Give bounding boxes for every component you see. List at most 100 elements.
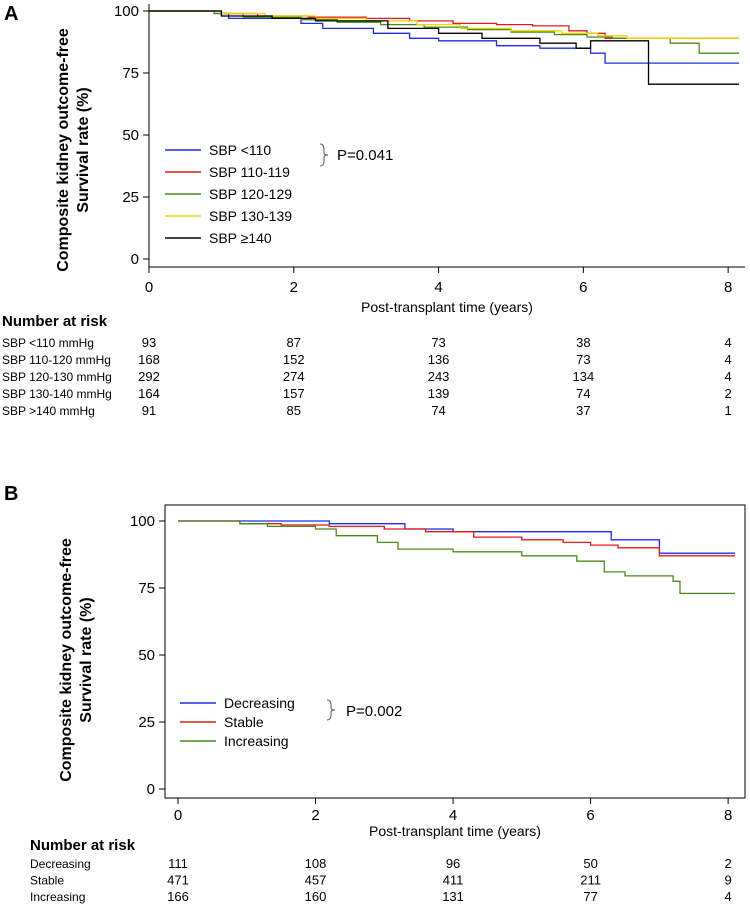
panel-a-risk-value: 157 xyxy=(283,386,305,401)
panel-b-legend-label: Decreasing xyxy=(224,695,295,711)
panel-a-risk-table-title: Number at risk xyxy=(2,313,108,330)
panel-a-legend-label: SBP ≥140 xyxy=(209,230,272,246)
panel-b-risk-value: 50 xyxy=(583,856,597,871)
panel-b-risk-row-label: Decreasing xyxy=(30,857,91,871)
panel-a-x-axis-title: Post-transplant time (years) xyxy=(361,299,533,315)
panel-b-p-value-bracket xyxy=(326,699,336,721)
panel-b: B 0 25 50 75 100 0 2 4 6 8 Post-transplant time (y… xyxy=(4,483,746,904)
panel-a-risk-value: 152 xyxy=(283,352,305,367)
panel-a-risk-value: 243 xyxy=(428,369,450,384)
panel-b-x-axis-title: Post-transplant time (years) xyxy=(369,823,541,839)
panel-b-y-tick-label: 75 xyxy=(138,580,155,597)
panel-a-risk-value: 4 xyxy=(725,369,732,384)
panel-b-y-axis-title-line1: Composite kidney outcome-free xyxy=(58,538,75,782)
panel-b-survival-curve-3 xyxy=(178,520,735,595)
panel-a-survival-curve-5 xyxy=(149,10,739,85)
panel-b-y-tick-label: 25 xyxy=(138,714,155,731)
panel-b-risk-value: 411 xyxy=(443,873,464,888)
panel-a-y-tick-label: 25 xyxy=(122,189,139,206)
panel-b-risk-value: 457 xyxy=(305,873,327,888)
panel-a-risk-row-label: SBP <110 mmHg xyxy=(2,336,94,350)
panel-b-survival-curve-2 xyxy=(178,520,735,557)
panel-a-risk-value: 91 xyxy=(142,403,156,418)
panel-a-y-tick-label: 75 xyxy=(122,65,139,82)
panel-a-risk-row-label: SBP 120-130 mmHg xyxy=(2,370,112,384)
panel-a-risk-value: 274 xyxy=(283,369,305,384)
panel-b-risk-row-label: Increasing xyxy=(30,890,85,904)
panel-a-risk-row-label: SBP 110-120 mmHg xyxy=(2,353,111,367)
panel-b-risk-table-title: Number at risk xyxy=(30,837,136,854)
panel-b-legend-label: Increasing xyxy=(224,733,289,749)
panel-a-y-tick-label: 100 xyxy=(114,3,139,20)
panel-a-risk-row-label: SBP >140 mmHg xyxy=(2,404,95,418)
panel-b-p-value: P=0.002 xyxy=(346,703,402,720)
panel-a-risk-value: 1 xyxy=(725,403,732,418)
panel-a-p-value-bracket xyxy=(319,143,329,167)
panel-b-risk-value: 77 xyxy=(583,889,597,904)
panel-b-y-tick-label: 100 xyxy=(130,513,155,530)
panel-b-x-tick-label: 8 xyxy=(724,807,732,824)
panel-b-risk-value: 166 xyxy=(167,889,189,904)
panel-a-survival-curve-1 xyxy=(149,10,739,64)
panel-b-risk-value: 211 xyxy=(580,873,601,888)
panel-a-risk-value: 85 xyxy=(287,403,301,418)
panel-a-risk-value: 292 xyxy=(138,369,160,384)
panel-a-risk-value: 134 xyxy=(573,369,595,384)
panel-a-risk-value: 93 xyxy=(142,335,156,350)
panel-a-risk-value: 74 xyxy=(576,386,590,401)
panel-b-risk-value: 108 xyxy=(305,856,327,871)
panel-b-risk-row-label: Stable xyxy=(30,874,64,888)
panel-a-risk-value: 73 xyxy=(576,352,590,367)
panel-a-risk-value: 4 xyxy=(725,335,732,350)
panel-b-risk-value: 2 xyxy=(725,856,732,871)
panel-a-y-axis-title-line2: Survival rate (%) xyxy=(75,87,92,212)
panel-a-survival-curve-3 xyxy=(149,10,739,54)
panel-a-risk-value: 38 xyxy=(576,335,590,350)
panel-b-risk-value: 9 xyxy=(725,873,732,888)
panel-a-risk-value: 37 xyxy=(576,403,590,418)
panel-a-x-tick-label: 4 xyxy=(434,279,442,296)
panel-b-risk-value: 471 xyxy=(167,873,189,888)
panel-b-y-axis-title-line2: Survival rate (%) xyxy=(78,597,95,722)
panel-a-y-axis-title-line1: Composite kidney outcome-free xyxy=(55,28,72,272)
panel-a-survival-curve-4 xyxy=(149,10,739,39)
panel-a-risk-value: 87 xyxy=(287,335,301,350)
panel-b-risk-value: 131 xyxy=(442,889,464,904)
panel-a-y-tick-label: 50 xyxy=(122,127,139,144)
panel-a-risk-value: 73 xyxy=(431,335,445,350)
panel-b-risk-value: 4 xyxy=(725,889,732,904)
panel-a-legend-label: SBP 120-129 xyxy=(209,186,292,202)
panel-a-risk-value: 139 xyxy=(428,386,450,401)
panel-a-y-tick-label: 0 xyxy=(131,251,139,268)
panel-a-letter: A xyxy=(4,3,18,25)
panel-b-risk-value: 160 xyxy=(305,889,327,904)
panel-a-risk-value: 168 xyxy=(138,352,160,367)
panel-a-risk-row-label: SBP 130-140 mmHg xyxy=(2,387,112,401)
panel-a-legend-label: SBP 130-139 xyxy=(209,208,292,224)
panel-b-risk-value: 96 xyxy=(446,856,460,871)
panel-a-x-tick-label: 6 xyxy=(579,279,587,296)
panel-b-y-tick-label: 50 xyxy=(138,647,155,664)
panel-a-risk-value: 164 xyxy=(138,386,160,401)
panel-a-risk-value: 74 xyxy=(431,403,445,418)
panel-b-x-tick-label: 6 xyxy=(586,807,594,824)
panel-a-legend-label: SBP 110-119 xyxy=(209,164,290,180)
panel-a-x-tick-label: 0 xyxy=(145,279,153,296)
panel-b-x-tick-label: 2 xyxy=(311,807,319,824)
panel-a-x-tick-label: 8 xyxy=(724,279,732,296)
panel-b-y-tick-label: 0 xyxy=(147,781,155,798)
panel-b-letter: B xyxy=(4,483,18,505)
panel-a-risk-value: 2 xyxy=(725,386,732,401)
panel-b-survival-curve-1 xyxy=(178,520,735,554)
panel-b-plot-frame xyxy=(164,504,746,799)
panel-a: A 0 25 50 75 100 0 2 4 6 8 Post-transplant time (y… xyxy=(2,3,745,418)
panel-a-p-value: P=0.041 xyxy=(337,147,393,164)
panel-b-x-tick-label: 4 xyxy=(449,807,457,824)
panel-a-legend-label: SBP <110 xyxy=(209,142,271,158)
panel-b-risk-value: 111 xyxy=(168,856,188,871)
panel-a-x-tick-label: 2 xyxy=(290,279,298,296)
panel-b-x-tick-label: 0 xyxy=(174,807,182,824)
panel-b-legend-label: Stable xyxy=(224,714,264,730)
panel-a-risk-value: 136 xyxy=(428,352,450,367)
